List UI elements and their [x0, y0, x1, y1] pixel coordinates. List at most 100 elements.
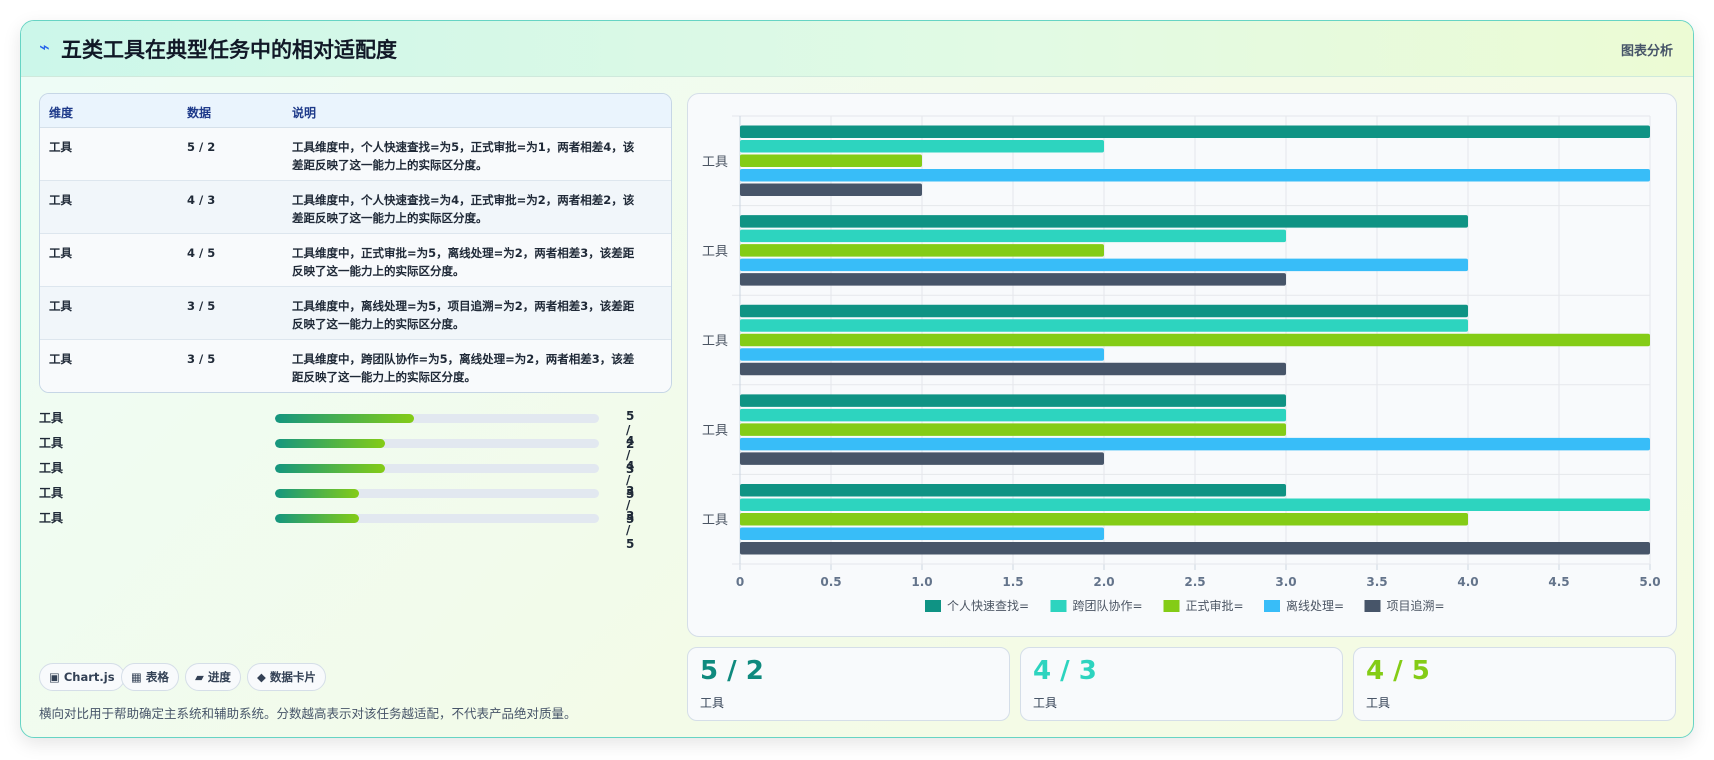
bar	[740, 258, 1468, 272]
y-category-label: 工具	[702, 424, 728, 439]
progress-fill	[275, 414, 415, 423]
x-tick-label: 3.0	[1275, 575, 1296, 589]
cell-dimension: 工具	[49, 193, 72, 207]
chip-progress[interactable]: ▰ 进度	[185, 663, 241, 691]
legend-label: 跨团队协作=	[1073, 598, 1143, 613]
footnote: 横向对比用于帮助确定主系统和辅助系统。分数越高表示对该任务越适配，不代表产品绝对…	[39, 706, 577, 721]
cell-data: 3 / 5	[187, 299, 216, 313]
cell-dimension: 工具	[49, 352, 72, 366]
bar	[740, 348, 1104, 361]
bar	[740, 498, 1650, 511]
legend-swatch	[1163, 600, 1180, 612]
bar	[740, 169, 1650, 182]
legend-label: 个人快速查找=	[947, 599, 1029, 613]
progress-label: 工具	[39, 486, 64, 500]
legend-swatch	[1264, 600, 1280, 612]
cell-dimension: 工具	[49, 140, 72, 154]
cell-description: 工具维度中，个人快速查找=为5，正式审批=为1，两者相差4，该差距反映了这一能力…	[292, 140, 635, 172]
legend-label: 离线处理=	[1286, 598, 1344, 613]
chip-data-card[interactable]: ◆ 数据卡片	[247, 663, 326, 691]
stat-value: 4 / 5	[1366, 656, 1430, 686]
progress-fill	[275, 489, 360, 498]
x-tick-label: 2.5	[1184, 575, 1205, 589]
progress-row: 工具 4 / 5	[39, 459, 639, 501]
card-header: ⌁ 五类工具在典型任务中的相对适配度 图表分析	[21, 21, 1693, 77]
progress-fill	[275, 464, 386, 473]
progress-label: 工具	[39, 436, 64, 450]
x-tick-label: 3.5	[1366, 575, 1387, 589]
bar	[740, 229, 1286, 243]
progress-label: 工具	[39, 411, 64, 425]
table-row: 工具 3 / 5 工具维度中，离线处理=为5，项目追溯=为2，两者相差3，该差距…	[40, 287, 671, 340]
bar	[740, 244, 1104, 257]
legend-swatch	[1364, 600, 1381, 612]
progress-fill	[275, 439, 386, 448]
progress-track	[275, 514, 599, 523]
legend-label: 正式审批=	[1186, 598, 1244, 613]
bar	[740, 362, 1286, 376]
progress-value: 3 / 5	[626, 509, 635, 551]
bar	[740, 394, 1286, 407]
progress-value: 3 / 5	[626, 484, 635, 526]
data-table: 维度 数据 说明 工具 5 / 2 工具维度中，个人快速查找=为5，正式审批=为…	[39, 93, 672, 393]
progress-label: 工具	[39, 511, 64, 525]
bar	[740, 541, 1650, 555]
cell-description: 工具维度中，离线处理=为5，项目追溯=为2，两者相差3，该差距反映了这一能力上的…	[292, 299, 635, 331]
table-header: 维度 数据 说明	[40, 94, 671, 128]
stat-value: 5 / 2	[700, 656, 764, 686]
progress-value: 5 / 2	[626, 409, 635, 451]
progress-track	[275, 489, 599, 498]
bar	[740, 140, 1104, 153]
bar	[740, 423, 1286, 436]
bar	[740, 527, 1104, 540]
bar	[740, 437, 1650, 451]
stat-card: 4 / 5 工具	[1353, 647, 1676, 721]
cell-description: 工具维度中，跨团队协作=为5，离线处理=为2，两者相差3，该差距反映了这一能力上…	[292, 352, 635, 384]
progress-track	[275, 439, 599, 448]
progress-row: 工具 5 / 2	[39, 409, 639, 451]
table-row: 工具 3 / 5 工具维度中，跨团队协作=为5，离线处理=为2，两者相差3，该差…	[40, 340, 671, 392]
cell-dimension: 工具	[49, 299, 72, 313]
legend-swatch	[1050, 600, 1067, 612]
progress-value: 4 / 5	[626, 459, 635, 501]
y-category-label: 工具	[702, 155, 728, 170]
progress-row: 工具 4 / 3	[39, 434, 639, 476]
chart-panel: 0 0.5 1.0 1.5 2.0 2.5 3.0 3.5 4.0 4.5 5.0 工具 工具 工具 工具工…	[687, 93, 1677, 637]
main-card: ⌁ 五类工具在典型任务中的相对适配度 图表分析 维度 数据 说明 工具 5 / …	[20, 20, 1694, 738]
table-row: 工具 4 / 5 工具维度中，正式审批=为5，离线处理=为2，两者相差3，该差距…	[40, 234, 671, 287]
bar	[740, 408, 1286, 422]
progress-track	[275, 414, 599, 423]
cell-description: 工具维度中，正式审批=为5，离线处理=为2，两者相差3，该差距反映了这一能力上的…	[292, 246, 635, 278]
bar	[740, 273, 1286, 286]
table-row: 工具 5 / 2 工具维度中，个人快速查找=为5，正式审批=为1，两者相差4，该…	[40, 128, 671, 181]
chip-chartjs[interactable]: ▣ Chart.js	[39, 663, 125, 691]
progress-row: 工具 3 / 5	[39, 509, 639, 551]
chart-analysis-label: 图表分析	[1620, 44, 1673, 59]
cell-dimension: 工具	[49, 246, 72, 260]
chip-table[interactable]: ▦ 表格	[121, 663, 179, 691]
column-header-data: 数据	[187, 106, 212, 120]
column-header-description: 说明	[292, 106, 317, 120]
stat-label: 工具	[700, 696, 725, 710]
legend-swatch	[925, 600, 941, 612]
bar	[740, 154, 922, 168]
progress-fill	[275, 514, 360, 523]
bar	[740, 215, 1468, 228]
x-tick-label: 5.0	[1639, 575, 1660, 589]
x-tick-label: 4.5	[1548, 575, 1569, 589]
progress-value: 4 / 3	[626, 434, 635, 476]
table-row: 工具 4 / 3 工具维度中，个人快速查找=为4，正式审批=为2，两者相差2，该…	[40, 181, 671, 234]
stat-value: 4 / 3	[1033, 656, 1097, 686]
x-tick-label: 4.0	[1457, 575, 1478, 589]
x-tick-label: 0.5	[820, 575, 841, 589]
stat-label: 工具	[1366, 696, 1391, 710]
y-category-label: 工具	[702, 513, 728, 528]
x-tick-label: 2.0	[1093, 575, 1114, 589]
bar-chart: 0 0.5 1.0 1.5 2.0 2.5 3.0 3.5 4.0 4.5 5.0工具工具工具工具工…	[702, 115, 1661, 613]
bar	[740, 452, 1104, 465]
cell-data: 4 / 3	[187, 193, 216, 207]
y-category-label: 工具	[702, 334, 728, 349]
y-category-label: 工具	[702, 244, 728, 259]
legend-label: 项目追溯=	[1387, 598, 1445, 613]
bar	[740, 319, 1468, 332]
